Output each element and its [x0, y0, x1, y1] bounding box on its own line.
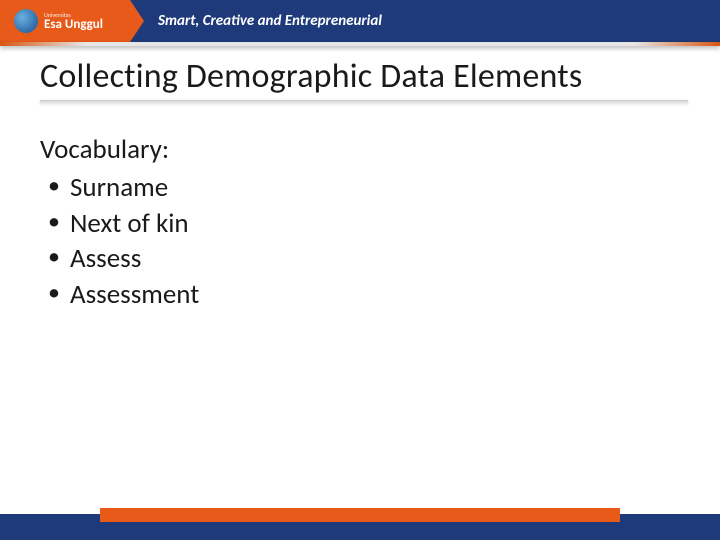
content-area: Vocabulary: Surname Next of kin Assess A…	[0, 109, 720, 313]
page-title: Collecting Demographic Data Elements	[40, 56, 688, 97]
list-item: Surname	[40, 170, 680, 206]
list-item: Next of kin	[40, 206, 680, 242]
vocab-heading: Vocabulary:	[40, 133, 680, 166]
header-separator	[0, 42, 720, 46]
title-underline	[40, 100, 688, 103]
logo-subtext: Universitas	[44, 12, 103, 18]
list-item: Assess	[40, 241, 680, 277]
slide-footer	[0, 506, 720, 540]
globe-icon	[14, 9, 38, 33]
slide-header: Universitas Esa Unggul Smart, Creative a…	[0, 0, 720, 42]
title-area: Collecting Demographic Data Elements	[0, 46, 720, 109]
logo-main: Esa Unggul	[44, 18, 103, 31]
list-item: Assessment	[40, 277, 680, 313]
tagline: Smart, Creative and Entrepreneurial	[130, 0, 382, 42]
footer-bar-orange	[100, 508, 620, 522]
vocab-list: Surname Next of kin Assess Assessment	[40, 170, 680, 313]
logo-text: Universitas Esa Unggul	[44, 12, 103, 31]
logo-block: Universitas Esa Unggul	[0, 0, 130, 42]
